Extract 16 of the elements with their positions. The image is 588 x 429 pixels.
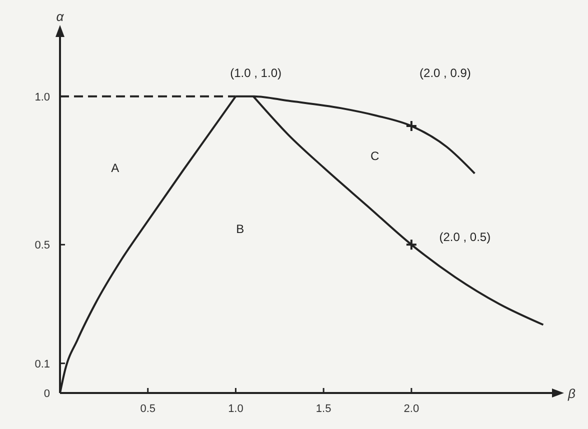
y-tick-label: 0.1 (34, 358, 50, 370)
x-tick-label: 2.0 (404, 403, 420, 415)
x-axis-title: β (567, 386, 576, 401)
y-tick-label: 1.0 (34, 91, 50, 104)
x-tick-label: 1.0 (228, 403, 244, 415)
annotation: (1.0 , 1.0) (230, 66, 282, 80)
x-tick-label: 0.5 (140, 403, 156, 415)
annotation: (2.0 , 0.9) (420, 66, 471, 80)
x-tick-label: 1.5 (316, 403, 332, 415)
y-tick-label: 0 (44, 388, 50, 400)
y-tick-label: 0.5 (34, 240, 50, 252)
annotation: (2.0 , 0.5) (439, 230, 491, 244)
y-axis-title: α (56, 9, 64, 24)
annotation: A (111, 160, 120, 175)
annotation: B (236, 222, 244, 236)
annotation: C (370, 149, 380, 164)
